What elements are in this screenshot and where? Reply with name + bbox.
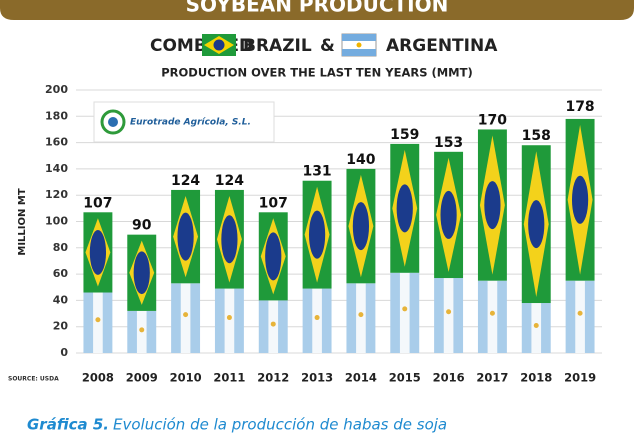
sun: [95, 317, 101, 323]
stripe: [224, 288, 235, 353]
y-tick-label: 60: [53, 267, 69, 280]
data-label: 124: [215, 173, 244, 189]
globe: [528, 200, 545, 249]
stripe: [312, 288, 322, 353]
argentina-flag: [341, 33, 377, 57]
x-tick-label: 2011: [213, 371, 245, 385]
y-tick-label: 140: [45, 162, 68, 175]
stripe: [180, 283, 191, 353]
source: SOURCE: USDA: [8, 376, 59, 383]
x-tick-label: 2010: [170, 371, 202, 385]
y-tick-label: 40: [53, 293, 69, 306]
banner: [0, 0, 634, 20]
y-tick-label: 200: [45, 83, 68, 96]
data-label: 153: [434, 135, 463, 151]
y-tick-label: 20: [53, 320, 69, 333]
x-tick-label: 2015: [389, 371, 421, 385]
stripe: [443, 278, 454, 353]
subtitle-and: &: [320, 36, 335, 56]
sun: [533, 323, 539, 329]
globe: [308, 210, 326, 259]
sun: [314, 315, 320, 321]
x-tick-label: 2008: [82, 371, 114, 385]
globe: [221, 215, 238, 264]
subtitle: PRODUCTION OVER THE LAST TEN YEARS (MMT): [161, 66, 472, 80]
stripe: [575, 280, 585, 353]
y-tick-label: 80: [53, 241, 69, 254]
y-axis-label: MILLION MT: [17, 188, 28, 255]
globe: [133, 251, 150, 295]
data-label: 107: [259, 195, 288, 211]
x-tick-label: 2014: [345, 371, 377, 385]
stripe: [399, 272, 410, 353]
logo-text: Eurotrade Agrícola, S.L.: [130, 118, 251, 128]
globe: [265, 232, 282, 281]
y-tick-label: 180: [45, 109, 68, 122]
x-tick-label: 2017: [476, 371, 508, 385]
stripe: [487, 280, 498, 353]
globe: [396, 184, 413, 233]
x-tick-label: 2013: [301, 371, 333, 385]
stripe: [93, 292, 103, 353]
x-tick-label: 2018: [520, 371, 552, 385]
subtitle-lead: COMBINED: [150, 36, 253, 56]
x-tick-label: 2009: [126, 371, 158, 385]
stripe: [268, 300, 279, 353]
data-label: 90: [132, 218, 152, 234]
data-label: 159: [390, 127, 419, 143]
subtitle-argentina: ARGENTINA: [386, 36, 498, 56]
sun: [358, 312, 364, 318]
y-tick-label: 120: [45, 188, 68, 201]
data-label: 124: [171, 173, 200, 189]
data-label: 107: [83, 195, 112, 211]
data-label: 178: [565, 99, 594, 115]
chart-title: SOYBEAN PRODUCTION: [186, 0, 449, 17]
x-tick-label: 2019: [564, 371, 596, 385]
plot: 0 20 40 60 80 100 120 140 160 180 200 2008 107 2009 90…: [45, 83, 602, 385]
data-label: 170: [478, 112, 507, 128]
sun: [577, 310, 583, 316]
sun: [402, 306, 408, 312]
x-tick-label: 2016: [433, 371, 465, 385]
stripe: [356, 283, 366, 353]
sun: [183, 312, 189, 318]
subtitle-brazil: BRAZIL: [243, 36, 312, 56]
data-label: 140: [346, 152, 375, 168]
sun: [139, 327, 145, 333]
y-tick-label: 0: [60, 346, 68, 359]
caption-label: Gráfica 5.: [27, 416, 109, 433]
sun: [270, 321, 276, 327]
y-tick-label: 100: [45, 215, 68, 228]
globe: [177, 212, 194, 261]
globe: [484, 181, 501, 230]
brazil-flag: [202, 34, 236, 56]
x-tick-label: 2012: [257, 371, 289, 385]
globe: [440, 190, 457, 239]
data-label: 131: [302, 164, 331, 180]
data-label: 158: [522, 128, 551, 144]
globe: [352, 202, 370, 251]
sun: [489, 310, 495, 316]
caption-text: Evolución de la producción de habas de s…: [113, 416, 447, 433]
sun: [446, 309, 452, 315]
sun: [226, 315, 232, 321]
y-tick-label: 160: [45, 136, 68, 149]
logo: Eurotrade Agrícola, S.L.: [93, 101, 275, 143]
globe: [571, 175, 589, 224]
globe: [89, 229, 107, 275]
